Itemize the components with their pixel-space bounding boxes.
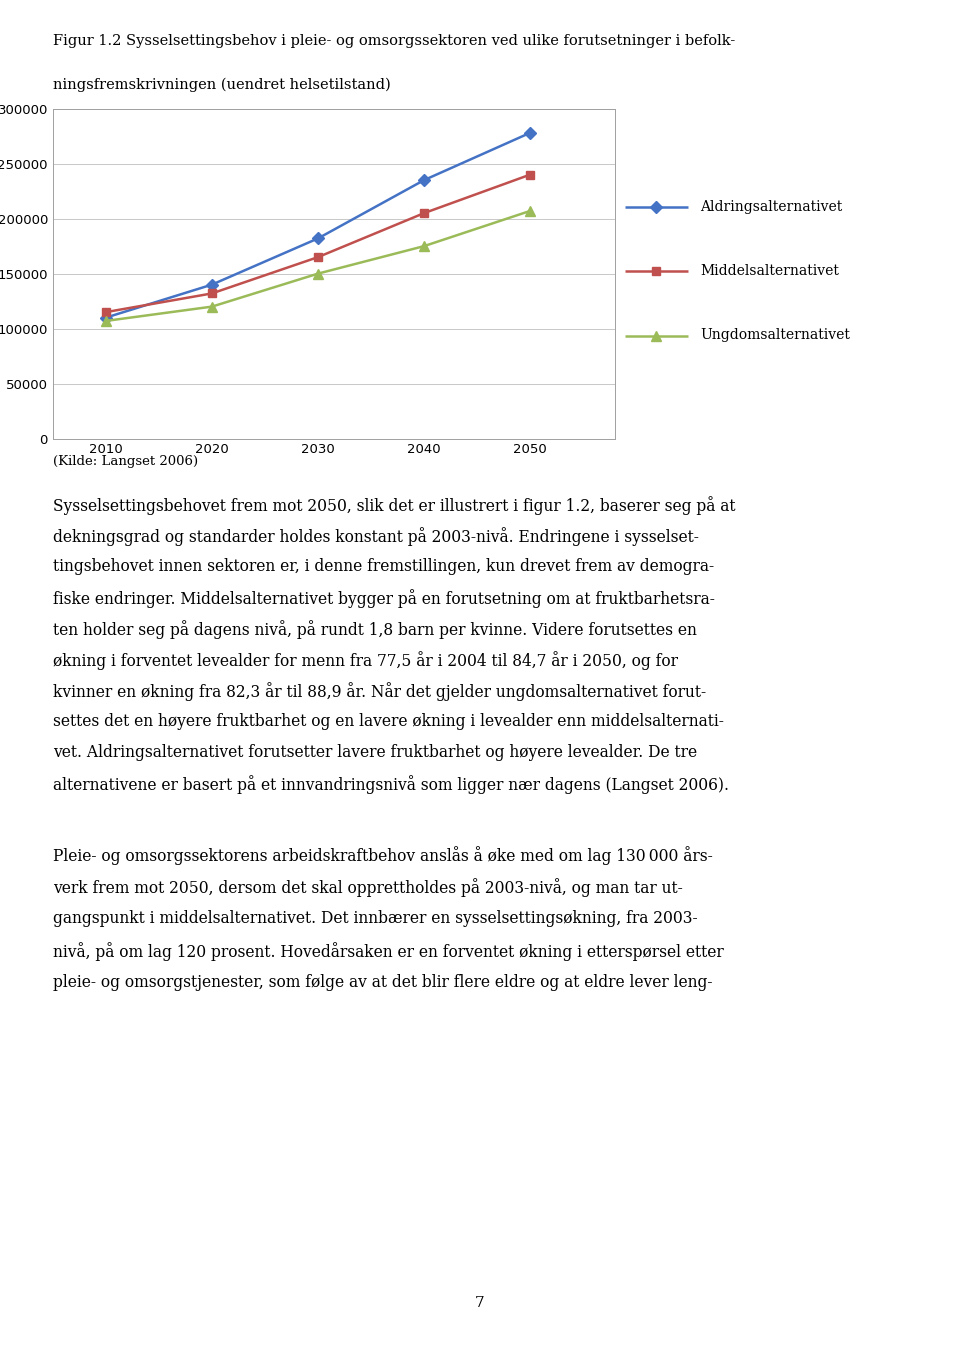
Text: kvinner en økning fra 82,3 år til 88,9 år. Når det gjelder ungdomsalternativet f: kvinner en økning fra 82,3 år til 88,9 å… (53, 682, 706, 701)
Middelsalternativet (419, 204, 430, 221)
Aldringsalternativet (312, 230, 324, 246)
Text: Ungdomsalternativet: Ungdomsalternativet (700, 328, 850, 343)
Line: Middelsalternativet: Middelsalternativet (102, 171, 535, 316)
Middelsalternativet (524, 167, 536, 183)
Ungdomsalternativet (206, 299, 218, 315)
Aldringsalternativet (100, 309, 111, 325)
Text: Sysselsettingsbehovet frem mot 2050, slik det er illustrert i figur 1.2, baserer: Sysselsettingsbehovet frem mot 2050, sli… (53, 496, 735, 515)
Text: Middelsalternativet: Middelsalternativet (700, 264, 839, 278)
Text: vet. Aldringsalternativet forutsetter lavere fruktbarhet og høyere levealder. De: vet. Aldringsalternativet forutsetter la… (53, 744, 697, 761)
Aldringsalternativet (206, 277, 218, 293)
Text: økning i forventet levealder for menn fra 77,5 år i 2004 til 84,7 år i 2050, og : økning i forventet levealder for menn fr… (53, 651, 678, 670)
Text: pleie- og omsorgstjenester, som følge av at det blir flere eldre og at eldre lev: pleie- og omsorgstjenester, som følge av… (53, 974, 712, 991)
Text: Figur 1.2 Sysselsettingsbehov i pleie- og omsorgssektoren ved ulike forutsetning: Figur 1.2 Sysselsettingsbehov i pleie- o… (53, 34, 735, 47)
Text: nivå, på om lag 120 prosent. Hovedårsaken er en forventet økning i etterspørsel : nivå, på om lag 120 prosent. Hovedårsake… (53, 941, 724, 960)
Middelsalternativet (100, 304, 111, 320)
Ungdomsalternativet (524, 203, 536, 219)
Text: 7: 7 (475, 1297, 485, 1310)
Text: gangspunkt i middelsalternativet. Det innbærer en sysselsettingsøkning, fra 2003: gangspunkt i middelsalternativet. Det in… (53, 909, 697, 927)
Aldringsalternativet (419, 172, 430, 188)
Line: Aldringsalternativet: Aldringsalternativet (102, 129, 535, 321)
Aldringsalternativet (524, 125, 536, 141)
Line: Ungdomsalternativet: Ungdomsalternativet (101, 206, 535, 325)
Middelsalternativet (206, 285, 218, 301)
Text: tingsbehovet innen sektoren er, i denne fremstillingen, kun drevet frem av demog: tingsbehovet innen sektoren er, i denne … (53, 558, 714, 574)
Text: ningsfremskrivningen (uendret helsetilstand): ningsfremskrivningen (uendret helsetilst… (53, 77, 391, 91)
Text: Aldringsalternativet: Aldringsalternativet (700, 200, 842, 214)
Text: fiske endringer. Middelsalternativet bygger på en forutsetning om at fruktbarhet: fiske endringer. Middelsalternativet byg… (53, 589, 714, 608)
Text: alternativene er basert på et innvandringsnivå som ligger nær dagens (Langset 20: alternativene er basert på et innvandrin… (53, 775, 729, 794)
Text: verk frem mot 2050, dersom det skal opprettholdes på 2003-nivå, og man tar ut-: verk frem mot 2050, dersom det skal oppr… (53, 878, 683, 897)
Middelsalternativet (312, 249, 324, 265)
Text: Pleie- og omsorgssektorens arbeidskraftbehov anslås å øke med om lag 130 000 års: Pleie- og omsorgssektorens arbeidskraftb… (53, 846, 712, 865)
Text: ten holder seg på dagens nivå, på rundt 1,8 barn per kvinne. Videre forutsettes : ten holder seg på dagens nivå, på rundt … (53, 620, 697, 639)
Text: settes det en høyere fruktbarhet og en lavere økning i levealder enn middelsalte: settes det en høyere fruktbarhet og en l… (53, 713, 724, 730)
Ungdomsalternativet (100, 313, 111, 330)
Text: dekningsgrad og standarder holdes konstant på 2003-nivå. Endringene i sysselset-: dekningsgrad og standarder holdes konsta… (53, 527, 699, 546)
Text: (Kilde: Langset 2006): (Kilde: Langset 2006) (53, 455, 198, 468)
Ungdomsalternativet (312, 265, 324, 281)
Ungdomsalternativet (419, 238, 430, 254)
